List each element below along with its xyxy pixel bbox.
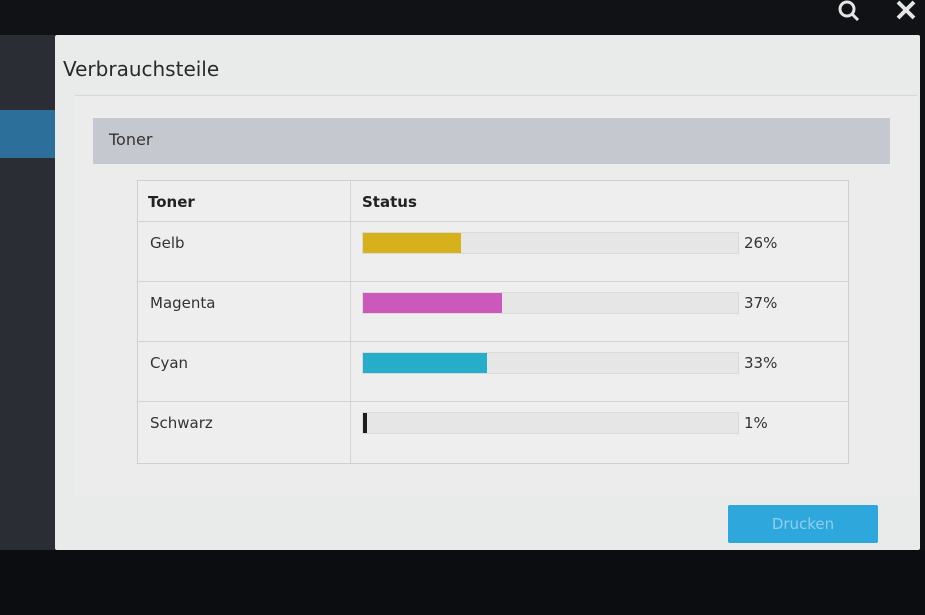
table-row: Gelb 26% [138,221,848,284]
table-row: Schwarz 1% [138,401,848,464]
level-track [362,232,739,254]
dialog-title: Verbrauchsteile [63,57,220,81]
toner-name: Schwarz [150,414,213,432]
level-label: 1% [744,414,768,432]
level-label: 33% [744,354,778,372]
level-label: 26% [744,234,778,252]
column-header: Status [362,193,417,211]
level-bar [363,233,461,253]
level-bar [363,353,487,373]
level-label: 37% [744,294,778,312]
toner-name: Gelb [150,234,185,252]
top-icons [838,0,916,22]
column-divider [350,181,351,463]
column-header: Toner [148,193,195,211]
level-bar [363,293,502,313]
search-icon[interactable] [838,0,860,22]
toner-name: Cyan [150,354,189,372]
table-row: Magenta 37% [138,281,848,344]
level-track [362,292,739,314]
section-title: Toner [109,130,153,149]
sidebar-selection[interactable] [0,110,55,158]
close-icon[interactable] [896,0,916,20]
table-row: Cyan 33% [138,341,848,404]
level-bar [363,413,367,433]
print-button[interactable]: Drucken [728,505,878,543]
level-track [362,352,739,374]
toner-table: Toner Status Gelb 26% Magenta 37% Cyan 33% Sch… [137,180,849,464]
screen-bezel [0,550,925,615]
section-header: Toner [93,118,890,164]
level-track [362,412,739,434]
toner-name: Magenta [150,294,216,312]
dialog: Verbrauchsteile Toner Toner Status Gelb 2… [55,35,920,550]
